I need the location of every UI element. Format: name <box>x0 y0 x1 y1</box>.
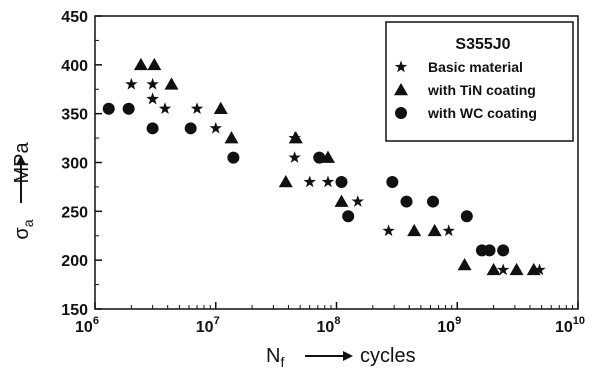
legend-title: S355J0 <box>455 36 510 53</box>
y-axis-arrowhead <box>16 155 26 165</box>
legend-box <box>385 21 574 142</box>
triangle-data-point <box>288 131 303 144</box>
triangle-data-point <box>407 223 422 237</box>
star-data-point <box>288 151 301 163</box>
circle-data-point <box>386 176 399 189</box>
x-axis-symbol: N <box>266 345 280 367</box>
x-tick-exponent: 10 <box>573 315 585 327</box>
plot-frame <box>94 15 579 310</box>
x-tick-label: 107 <box>196 315 220 336</box>
circle-data-point <box>342 210 355 223</box>
circle-data-point <box>122 102 135 115</box>
legend-label: with WC coating <box>427 105 537 121</box>
triangle-data-point <box>334 194 349 207</box>
star-data-point <box>158 102 172 115</box>
x-axis-unit: cycles <box>360 345 416 367</box>
circle-data-point <box>483 244 496 257</box>
circle-data-point <box>227 151 240 164</box>
x-tick-exponent: 7 <box>214 315 220 327</box>
triangle-data-point <box>526 262 541 276</box>
x-axis-subscript: f <box>280 354 284 370</box>
star-data-point <box>303 175 316 188</box>
triangle-data-point <box>486 262 501 276</box>
x-tick-base: 10 <box>437 319 455 336</box>
triangle-data-point <box>147 57 162 71</box>
x-tick-base: 10 <box>555 319 573 336</box>
y-tick-label: 400 <box>61 58 88 75</box>
legend-items: Basic material with TiN coating with WC co… <box>394 59 537 121</box>
y-tick-label: 450 <box>61 9 88 26</box>
x-axis-label: Nf cycles <box>266 345 416 370</box>
triangle-data-point <box>213 101 228 115</box>
y-axis-symbol: σ <box>11 227 33 240</box>
y-tick-label: 300 <box>61 156 88 173</box>
x-tick-exponent: 6 <box>93 315 99 327</box>
x-tick-base: 10 <box>196 319 214 336</box>
legend: S355J0 Basic material with TiN coating wit… <box>385 21 574 142</box>
legend-star-marker <box>394 60 408 73</box>
triangle-data-point <box>457 258 472 271</box>
triangle-data-point <box>278 175 293 188</box>
triangle-data-point <box>164 77 179 90</box>
star-data-point <box>496 263 510 276</box>
star-data-point <box>146 77 159 90</box>
star-data-point <box>146 92 159 105</box>
data-points <box>102 57 546 276</box>
svg-text:Nf: Nf <box>266 345 284 370</box>
triangle-data-point <box>509 262 524 276</box>
legend-label: Basic material <box>428 59 523 75</box>
y-tick-label: 200 <box>61 253 88 270</box>
x-axis-arrowhead <box>343 351 353 361</box>
star-data-point <box>209 121 222 134</box>
y-tick-label: 250 <box>61 204 88 221</box>
svg-text:σaMPa: σaMPa <box>11 141 36 239</box>
x-tick-label: 1010 <box>555 315 585 336</box>
circle-data-point <box>184 122 197 135</box>
star-data-point <box>382 224 395 237</box>
legend-label: with TiN coating <box>427 82 536 98</box>
circle-data-point <box>146 122 159 135</box>
legend-circle-marker <box>395 107 407 119</box>
star-data-point <box>442 224 455 237</box>
x-tick-label: 106 <box>75 315 99 336</box>
circle-data-point <box>102 102 115 115</box>
triangle-data-point <box>224 131 239 144</box>
triangle-data-point <box>133 57 148 71</box>
star-data-point <box>533 263 546 276</box>
y-tick-label: 350 <box>61 107 88 124</box>
circle-data-point <box>335 176 348 189</box>
x-tick-label: 108 <box>317 315 341 336</box>
x-tick-base: 10 <box>75 319 93 336</box>
star-data-point <box>351 195 364 207</box>
circle-data-point <box>497 244 510 257</box>
y-axis-subscript: a <box>20 219 36 227</box>
y-axis-label: σaMPa <box>11 141 36 239</box>
circle-data-point <box>313 151 326 164</box>
x-tick-base: 10 <box>317 319 335 336</box>
x-tick-label: 109 <box>437 315 461 336</box>
circle-data-point <box>460 210 473 223</box>
x-tick-exponent: 8 <box>334 315 340 327</box>
star-data-point <box>190 102 204 115</box>
circle-data-point <box>427 195 440 208</box>
legend-triangle-marker <box>394 83 408 96</box>
triangle-data-point <box>427 223 442 237</box>
x-tick-exponent: 9 <box>455 315 461 327</box>
star-data-point <box>321 175 335 188</box>
y-tick-label: 150 <box>61 302 88 319</box>
circle-data-point <box>400 195 413 208</box>
star-data-point <box>125 77 138 90</box>
